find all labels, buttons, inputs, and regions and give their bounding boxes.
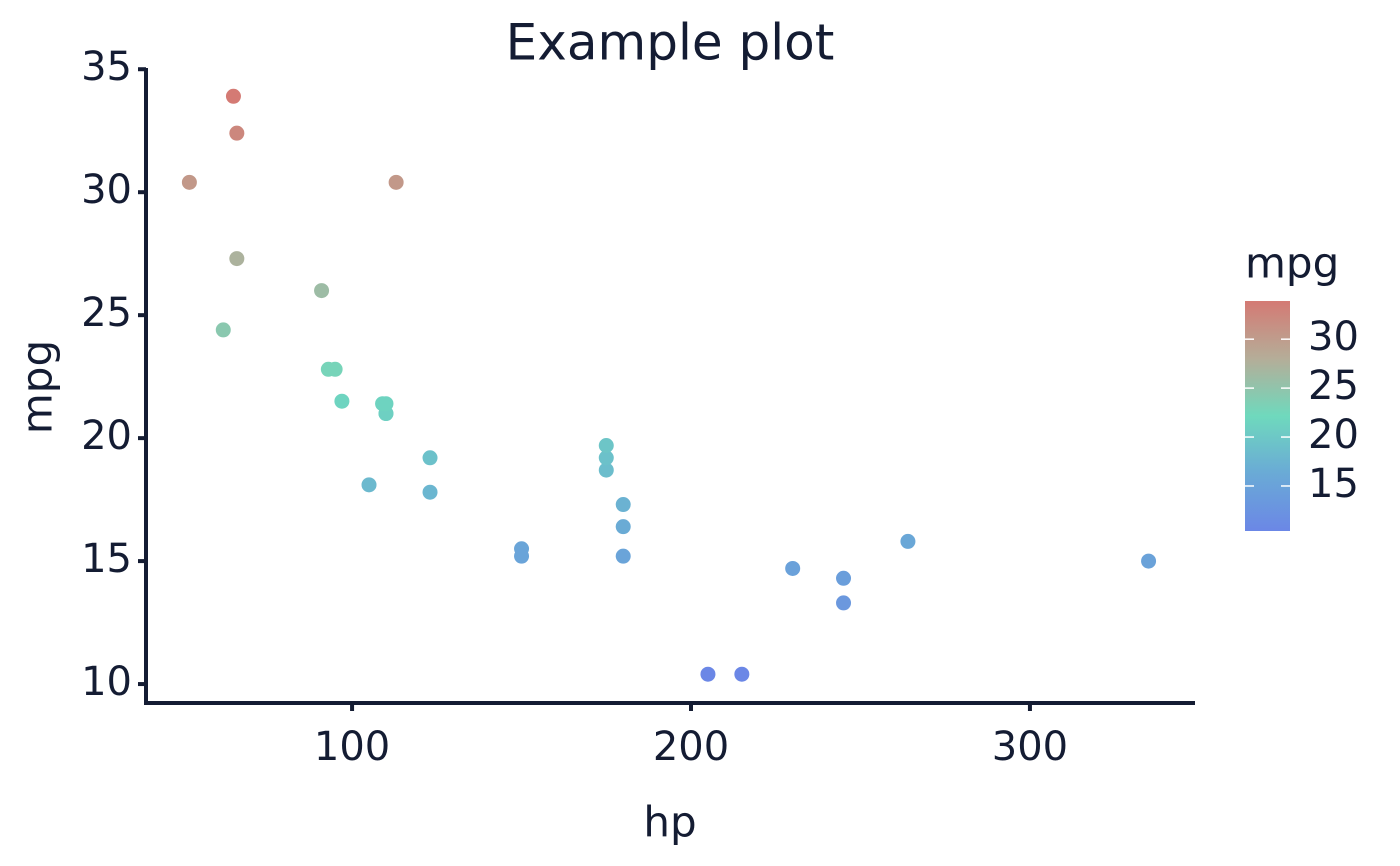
y-tick-label: 10 xyxy=(81,659,132,705)
point xyxy=(598,450,614,466)
point xyxy=(514,548,530,564)
point xyxy=(836,570,852,586)
point xyxy=(598,438,614,454)
point xyxy=(700,666,716,682)
legend-title: mpg xyxy=(1245,239,1339,288)
point xyxy=(598,462,614,478)
point xyxy=(785,560,801,576)
point xyxy=(314,283,330,299)
y-tick-label: 15 xyxy=(81,536,132,582)
point xyxy=(229,251,245,267)
point xyxy=(900,533,916,549)
colorbar-tick-label: 25 xyxy=(1308,363,1359,409)
x-tick-label: 200 xyxy=(653,724,729,770)
x-tick-label: 300 xyxy=(992,724,1068,770)
colorbar-tick-label: 15 xyxy=(1308,461,1359,507)
y-tick-label: 35 xyxy=(81,44,132,90)
point xyxy=(1141,553,1157,569)
x-axis-title: hp xyxy=(643,798,696,847)
colorbar-tick-label: 30 xyxy=(1308,314,1359,360)
colorbar xyxy=(1245,301,1290,531)
point xyxy=(375,396,391,412)
point xyxy=(615,497,631,513)
point xyxy=(422,484,438,500)
point xyxy=(734,666,750,682)
point xyxy=(334,393,350,409)
point xyxy=(327,361,343,377)
point xyxy=(615,519,631,535)
y-tick-label: 30 xyxy=(81,167,132,213)
y-tick-label: 20 xyxy=(81,413,132,459)
point xyxy=(361,477,377,493)
point xyxy=(215,322,231,338)
colorbar-tick-label: 20 xyxy=(1308,412,1359,458)
y-axis-title: mpg xyxy=(13,340,62,434)
point xyxy=(615,548,631,564)
point xyxy=(388,174,404,190)
point xyxy=(225,88,241,104)
x-tick-label: 100 xyxy=(314,724,390,770)
point xyxy=(229,125,245,141)
chart-title: Example plot xyxy=(506,14,835,72)
point xyxy=(181,174,197,190)
y-tick-label: 25 xyxy=(81,290,132,336)
point xyxy=(836,595,852,611)
point xyxy=(422,450,438,466)
